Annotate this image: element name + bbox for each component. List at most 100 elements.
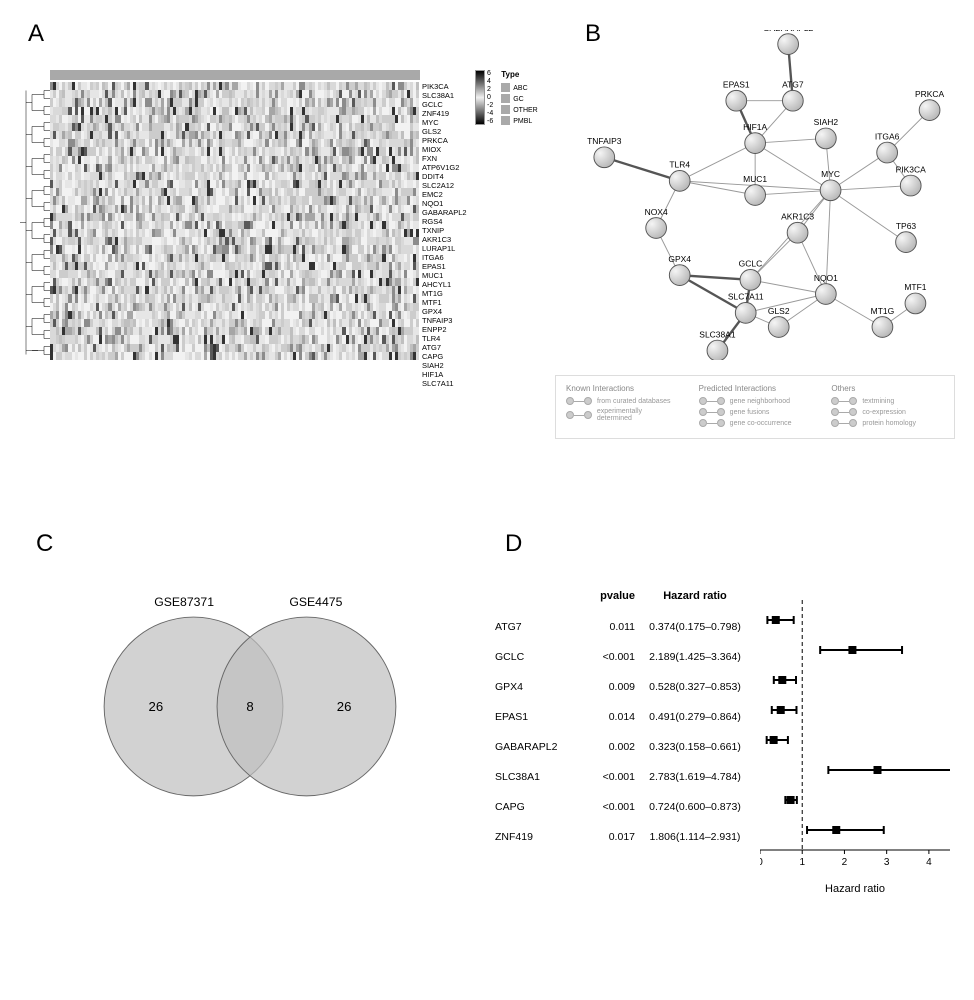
heatmap-gene-label: MIOX: [422, 145, 467, 154]
network-panel: GABARAPL2 EPAS1 ATG7 PRKCA TNFAIP3 HIF1A SIAH2…: [555, 30, 960, 360]
forest-row: ZNF4190.0171.806(1.114–2.931): [495, 822, 755, 852]
forest-row: EPAS10.0140.491(0.279–0.864): [495, 702, 755, 732]
heatmap-grid: [50, 82, 420, 360]
forest-tick-label: 1: [799, 857, 805, 868]
heatmap-gene-label: ENPP2: [422, 325, 467, 334]
forest-rows: ATG70.0110.374(0.175–0.798)GCLC<0.0012.1…: [495, 612, 755, 852]
forest-hr: 0.491(0.279–0.864): [635, 711, 755, 723]
svg-text:AKR1C3: AKR1C3: [781, 212, 814, 222]
forest-row: SLC38A1<0.0012.783(1.619–4.784): [495, 762, 755, 792]
panel-a-label: A: [28, 20, 44, 48]
venn-left-label: GSE87371: [154, 595, 214, 609]
forest-row: CAPG<0.0010.724(0.600–0.873): [495, 792, 755, 822]
network-node: GPX4: [668, 254, 691, 286]
forest-hr: 2.189(1.425–3.364): [635, 651, 755, 663]
forest-marker: [772, 616, 780, 624]
heatmap-gene-label: SLC7A11: [422, 379, 467, 388]
heatmap-colorbar-ticks: 6420-2-4-6: [487, 70, 493, 125]
venn-right-circle: [217, 617, 396, 796]
svg-text:NOX4: NOX4: [645, 207, 668, 217]
network-legend: Known Interactions from curated database…: [555, 375, 955, 439]
heatmap-gene-label: TLR4: [422, 334, 467, 343]
heatmap-gene-label: TNFAIP3: [422, 316, 467, 325]
forest-gene: EPAS1: [495, 711, 580, 723]
forest-pvalue: 0.011: [580, 621, 635, 633]
network-node: NQO1: [814, 273, 838, 305]
network-node: HIF1A: [743, 122, 767, 154]
network-node: GABARAPL2: [763, 30, 814, 55]
svg-text:TLR4: TLR4: [669, 160, 690, 170]
heatmap-colorbar: [475, 70, 485, 125]
panel-c-label: C: [36, 530, 53, 558]
forest-tick-label: 4: [926, 857, 932, 868]
heatmap-gene-label: MT1G: [422, 289, 467, 298]
network-node: ATG7: [782, 80, 804, 112]
network-node: MYC: [820, 169, 841, 201]
network-edges: [604, 44, 929, 350]
heatmap-gene-label: MTF1: [422, 298, 467, 307]
network-legend-item: gene neighborhood: [699, 397, 812, 405]
svg-text:GABARAPL2: GABARAPL2: [763, 30, 814, 33]
forest-marker: [778, 676, 786, 684]
svg-text:NQO1: NQO1: [814, 273, 838, 283]
network-legend-item: textmining: [831, 397, 944, 405]
network-node: SLC38A1: [699, 329, 736, 360]
heatmap-gene-label: EPAS1: [422, 262, 467, 271]
network-node: SIAH2: [814, 117, 839, 149]
forest-pvalue: <0.001: [580, 801, 635, 813]
heatmap-gene-label: GLS2: [422, 127, 467, 136]
forest-hdr-hr: Hazard ratio: [635, 590, 755, 602]
heatmap-gene-label: GCLC: [422, 100, 467, 109]
heatmap-gene-label: GPX4: [422, 307, 467, 316]
forest-pvalue: 0.014: [580, 711, 635, 723]
network-node: MT1G: [871, 306, 895, 338]
forest-gene: GABARAPL2: [495, 741, 580, 753]
svg-text:GLS2: GLS2: [768, 306, 790, 316]
forest-marker: [848, 646, 856, 654]
heatmap-gene-label: AKR1C3: [422, 235, 467, 244]
heatmap-type-title: Type: [501, 70, 538, 79]
venn-right-count: 26: [337, 699, 352, 714]
network-legend-item: protein homology: [831, 419, 944, 427]
heatmap-gene-label: FXN: [422, 154, 467, 163]
network-node: AKR1C3: [781, 212, 814, 244]
network-node: NOX4: [645, 207, 668, 239]
venn-overlap-count: 8: [246, 699, 253, 714]
network-legend-item: from curated databases: [566, 397, 679, 405]
heatmap-gene-label: NQO1: [422, 199, 467, 208]
forest-hr: 1.806(1.114–2.931): [635, 831, 755, 843]
forest-marker: [770, 736, 778, 744]
network-node: MUC1: [743, 174, 767, 206]
network-legend-known: Known Interactions from curated database…: [566, 384, 679, 430]
heatmap-gene-label: PRKCA: [422, 136, 467, 145]
forest-header-row: pvalue Hazard ratio: [495, 590, 755, 602]
svg-text:TNFAIP3: TNFAIP3: [587, 136, 622, 146]
heatmap-gene-label: ATP6V1G2: [422, 163, 467, 172]
network-nodes: GABARAPL2 EPAS1 ATG7 PRKCA TNFAIP3 HIF1A SIAH2…: [587, 30, 944, 360]
network-edge: [831, 190, 906, 242]
network-legend-item: gene co-occurrence: [699, 419, 812, 427]
network-node: TNFAIP3: [587, 136, 622, 168]
forest-hdr-pvalue: pvalue: [580, 590, 635, 602]
heatmap-gene-label: DDIT4: [422, 172, 467, 181]
heatmap-gene-label: CAPG: [422, 352, 467, 361]
heatmap-type-bar: [50, 70, 420, 80]
heatmap-gene-label: PIK3CA: [422, 82, 467, 91]
network-legend-item: gene fusions: [699, 408, 812, 416]
network-legend-item: co-expression: [831, 408, 944, 416]
heatmap-gene-label: MYC: [422, 118, 467, 127]
forest-gene: SLC38A1: [495, 771, 580, 783]
forest-hr: 0.528(0.327–0.853): [635, 681, 755, 693]
venn-right-label: GSE4475: [289, 595, 342, 609]
heatmap-gene-label: ITGA6: [422, 253, 467, 262]
forest-row: GPX40.0090.528(0.327–0.853): [495, 672, 755, 702]
network-node: EPAS1: [723, 80, 750, 112]
network-node: PIK3CA: [896, 164, 926, 196]
forest-marker: [832, 826, 840, 834]
panel-d-label: D: [505, 530, 522, 558]
svg-text:HIF1A: HIF1A: [743, 122, 767, 132]
network-node: PRKCA: [915, 89, 945, 121]
network-svg: GABARAPL2 EPAS1 ATG7 PRKCA TNFAIP3 HIF1A SIAH2…: [555, 30, 960, 360]
svg-text:EPAS1: EPAS1: [723, 80, 750, 90]
forest-hdr-gene: [495, 590, 580, 602]
